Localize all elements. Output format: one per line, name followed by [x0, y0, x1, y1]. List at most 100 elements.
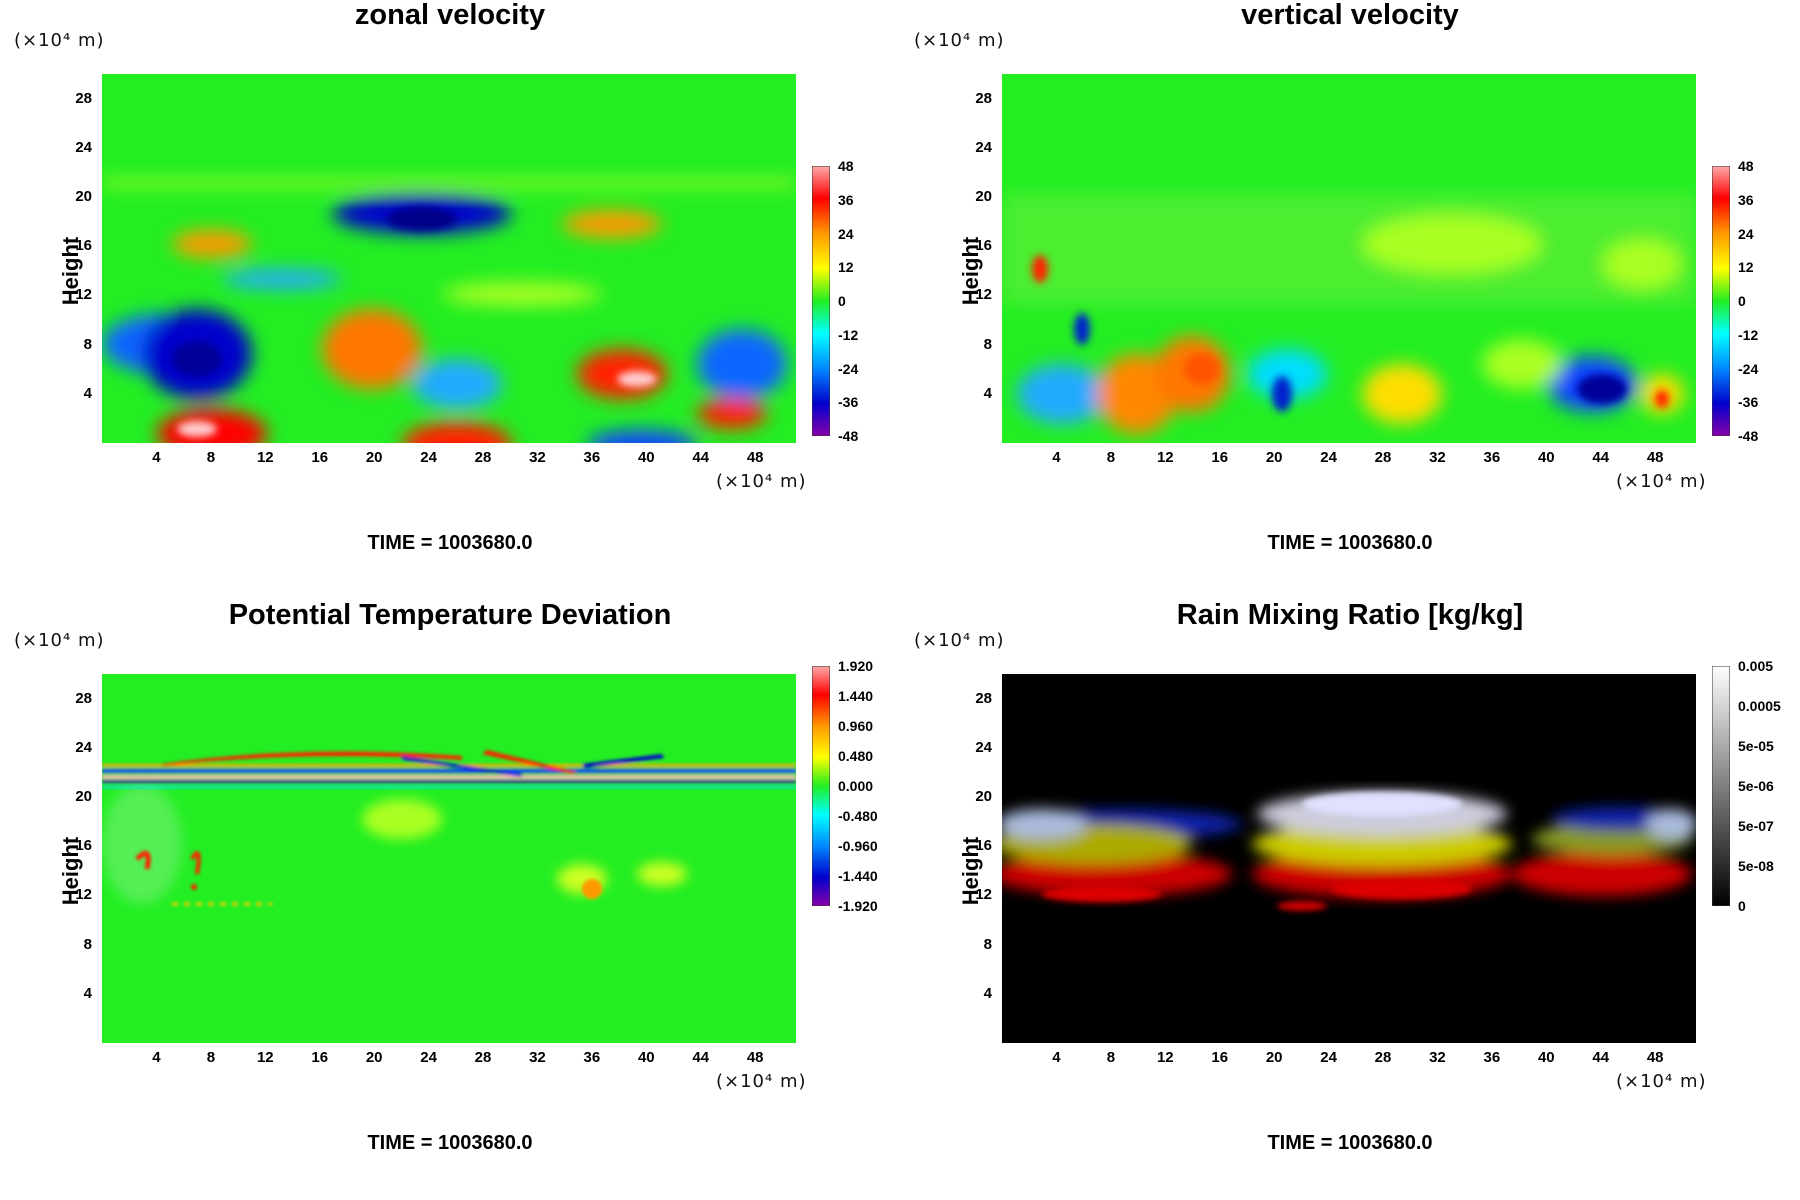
colorbar-label: 5e-08 — [1738, 858, 1774, 874]
y-tick-label: 28 — [975, 689, 992, 707]
y-tick-label: 12 — [75, 286, 92, 304]
y-tick-label: 28 — [975, 89, 992, 107]
chart-title: Potential Temperature Deviation — [228, 599, 672, 631]
y-tick-label: 20 — [975, 188, 992, 205]
x-tick-label: 12 — [256, 1049, 274, 1066]
colorbar-label: 24 — [1738, 225, 1754, 242]
time-label: TIME = 1003680.0 — [367, 1132, 533, 1154]
colorbar-label: -12 — [1738, 326, 1759, 343]
x-tick-label: 28 — [1374, 449, 1392, 466]
x-tick-label: 16 — [311, 1049, 329, 1066]
x-tick-label: 36 — [1483, 449, 1501, 466]
x-tick-label: 44 — [692, 1049, 710, 1066]
y-tick-label: 28 — [75, 689, 92, 707]
x-tick-label: 44 — [1592, 1049, 1610, 1066]
y-tick-label: 4 — [83, 384, 92, 402]
x-tick-label: 4 — [1052, 1049, 1061, 1066]
chart-title: zonal velocity — [354, 0, 546, 31]
x-tick-label: 44 — [1592, 449, 1610, 466]
x-tick-label: 8 — [206, 1049, 216, 1066]
x-tick-label: 40 — [1537, 449, 1555, 466]
x-tick-label: 12 — [256, 449, 274, 466]
x-tick-label: 12 — [1156, 449, 1174, 466]
x-tick-label: 32 — [529, 1049, 546, 1066]
x-tick-label: 36 — [583, 449, 601, 466]
x-tick-label: 8 — [1106, 1049, 1116, 1066]
colorbar-label: 36 — [838, 191, 854, 208]
x-tick-label: 32 — [1429, 1049, 1446, 1066]
heatmap-plot-area — [1002, 674, 1696, 1043]
colorbar-label: -24 — [838, 360, 859, 377]
x-tick-label: 28 — [474, 1049, 492, 1066]
colorbar-label: 0 — [1738, 293, 1746, 309]
y-tick-label: 16 — [75, 837, 92, 855]
x-tick-label: 8 — [1106, 449, 1116, 466]
colorbar-label: 0 — [1738, 898, 1746, 914]
chart-title: vertical velocity — [1241, 0, 1459, 31]
x-unit-label: (×10⁴ m) — [716, 471, 807, 492]
colorbar-label: 0 — [838, 293, 846, 309]
colorbar-label: 48 — [1738, 158, 1754, 174]
vertical-velocity-field — [1002, 74, 1696, 443]
heatmap-plot-area — [102, 674, 796, 1043]
y-tick-label: 24 — [975, 138, 992, 156]
x-tick-label: 24 — [420, 1049, 437, 1066]
x-tick-label: 44 — [692, 449, 710, 466]
colorbar-gradient — [812, 166, 830, 436]
colorbar-gradient — [1712, 166, 1730, 436]
y-tick-label: 20 — [975, 788, 992, 805]
x-tick-label: 32 — [529, 449, 546, 466]
colorbar-gradient — [812, 666, 830, 906]
y-tick-label: 12 — [75, 886, 92, 904]
colorbar — [1712, 166, 1730, 436]
colorbar-label: -1.920 — [838, 898, 878, 914]
y-tick-label: 4 — [983, 984, 992, 1002]
colorbar-label: 5e-05 — [1738, 738, 1774, 754]
y-tick-label: 24 — [975, 738, 992, 756]
potential-temperature-field — [102, 674, 796, 1043]
colorbar-label: 0.0005 — [1738, 698, 1781, 714]
y-tick-label: 8 — [83, 935, 92, 953]
x-tick-label: 4 — [1052, 449, 1061, 466]
x-tick-label: 12 — [1156, 1049, 1174, 1066]
heatmap-plot-area — [102, 74, 796, 443]
x-tick-label: 28 — [1374, 1049, 1392, 1066]
x-tick-label: 24 — [1320, 1049, 1337, 1066]
y-tick-label: 28 — [75, 89, 92, 107]
colorbar-label: -48 — [1738, 428, 1759, 444]
x-tick-label: 20 — [365, 1049, 383, 1066]
y-tick-label: 12 — [975, 886, 992, 904]
x-tick-label: 24 — [420, 449, 437, 466]
y-tick-label: 20 — [75, 188, 92, 205]
rain-mixing-ratio-field — [1002, 674, 1696, 1043]
x-unit-label: (×10⁴ m) — [716, 1071, 807, 1092]
y-tick-label: 16 — [75, 237, 92, 255]
panel-potential-temperature: Potential Temperature Deviation (×10⁴ m)… — [0, 600, 900, 1200]
colorbar-label: 0.000 — [838, 778, 874, 794]
y-tick-label: 4 — [983, 384, 992, 402]
colorbar-label: -0.480 — [838, 808, 878, 824]
colorbar-label: 24 — [838, 225, 854, 242]
x-tick-label: 8 — [206, 449, 216, 466]
x-tick-label: 16 — [1211, 1049, 1229, 1066]
x-tick-label: 20 — [365, 449, 383, 466]
colorbar-label: 0.480 — [838, 748, 874, 764]
colorbar-gradient — [1712, 666, 1730, 906]
colorbar-label: 1.920 — [838, 658, 874, 674]
heatmap-plot-area — [1002, 74, 1696, 443]
x-tick-label: 48 — [1646, 449, 1664, 466]
x-tick-label: 36 — [583, 1049, 601, 1066]
colorbar-label: 36 — [1738, 191, 1754, 208]
x-tick-label: 28 — [474, 449, 492, 466]
colorbar-label: 5e-06 — [1738, 778, 1774, 794]
colorbar-label: -36 — [838, 394, 859, 411]
y-tick-label: 4 — [83, 984, 92, 1002]
x-tick-label: 48 — [1646, 1049, 1664, 1066]
x-unit-label: (×10⁴ m) — [1616, 1071, 1707, 1092]
time-label: TIME = 1003680.0 — [1267, 532, 1433, 554]
y-tick-label: 16 — [975, 837, 992, 855]
y-tick-label: 20 — [75, 788, 92, 805]
y-unit-label: (×10⁴ m) — [14, 30, 105, 51]
colorbar — [1712, 666, 1730, 906]
x-unit-label: (×10⁴ m) — [1616, 471, 1707, 492]
